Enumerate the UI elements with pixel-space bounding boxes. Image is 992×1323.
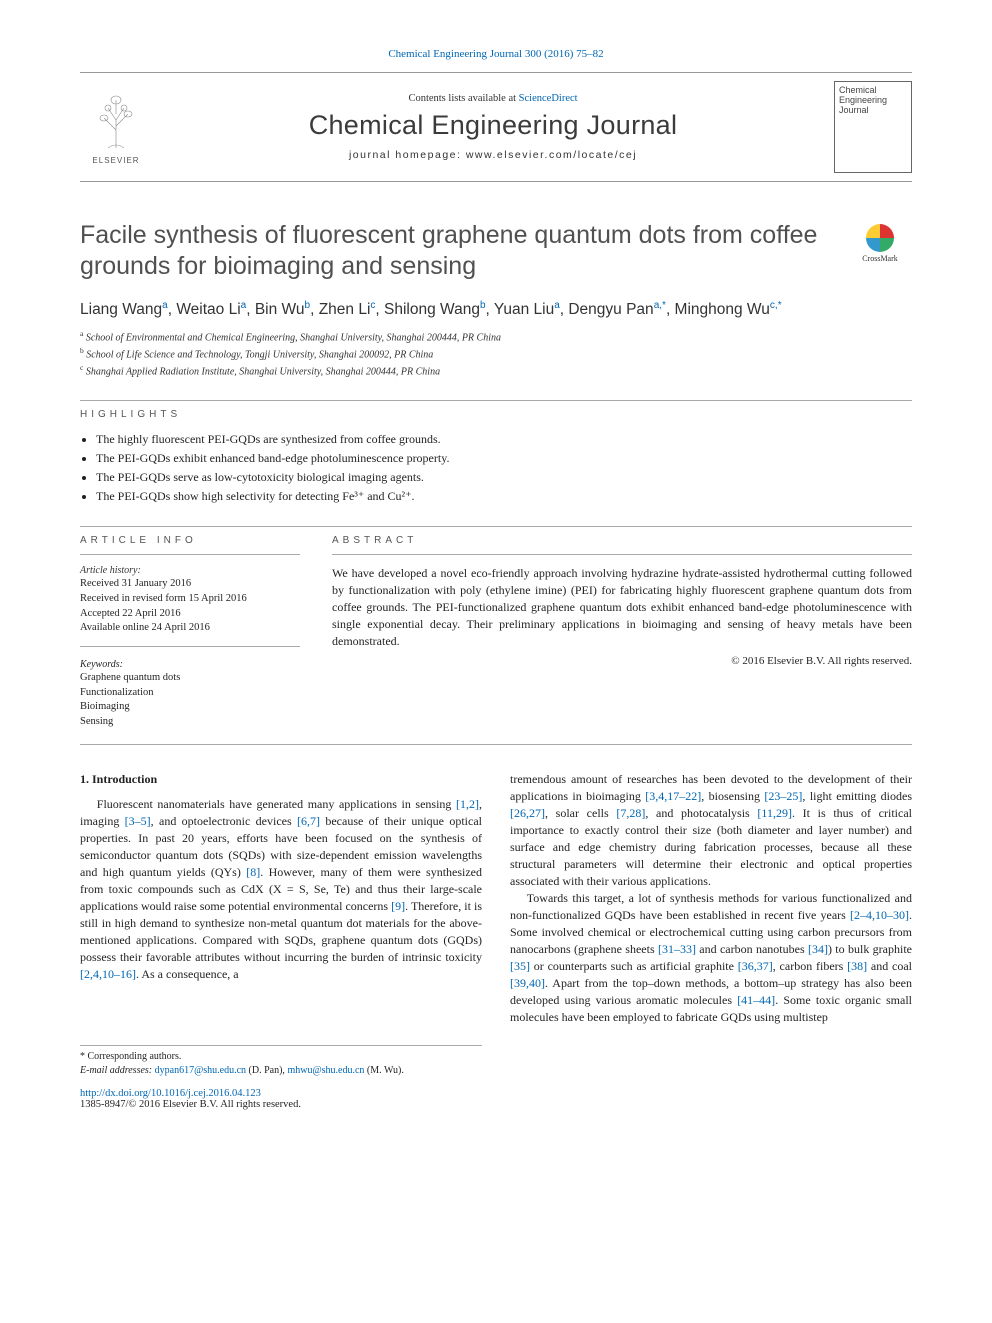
doi-link[interactable]: http://dx.doi.org/10.1016/j.cej.2016.04.…: [80, 1088, 261, 1099]
crossmark-icon: [866, 224, 894, 252]
paragraph: Towards this target, a lot of synthesis …: [510, 890, 912, 1026]
paragraph: Fluorescent nanomaterials have generated…: [80, 796, 482, 983]
masthead: ELSEVIER Contents lists available at Sci…: [80, 72, 912, 182]
body-text: 1. Introduction Fluorescent nanomaterial…: [80, 771, 912, 1078]
sciencedirect-link[interactable]: ScienceDirect: [519, 93, 578, 104]
highlight-item: The PEI-GQDs show high selectivity for d…: [96, 487, 912, 506]
history-list: Received 31 January 2016 Received in rev…: [80, 577, 300, 636]
doi-block: http://dx.doi.org/10.1016/j.cej.2016.04.…: [80, 1088, 912, 1110]
highlight-item: The PEI-GQDs serve as low-cytotoxicity b…: [96, 468, 912, 487]
email-line: E-mail addresses: dypan617@shu.edu.cn (D…: [80, 1064, 482, 1078]
highlight-item: The PEI-GQDs exhibit enhanced band-edge …: [96, 449, 912, 468]
journal-cover-thumb: Chemical Engineering Journal: [834, 81, 912, 173]
affiliations: a School of Environmental and Chemical E…: [80, 329, 912, 379]
highlights-list: The highly fluorescent PEI-GQDs are synt…: [80, 430, 912, 507]
history-head: Article history:: [80, 565, 300, 576]
footnotes: * Corresponding authors. E-mail addresse…: [80, 1045, 482, 1078]
article-info-head: article info: [80, 535, 300, 546]
email-link[interactable]: dypan617@shu.edu.cn: [155, 1065, 246, 1076]
section-heading: 1. Introduction: [80, 771, 482, 788]
journal-name: Chemical Engineering Journal: [164, 110, 822, 141]
abstract-copyright: © 2016 Elsevier B.V. All rights reserved…: [332, 655, 912, 667]
article-title: Facile synthesis of fluorescent graphene…: [80, 220, 912, 283]
highlight-item: The highly fluorescent PEI-GQDs are synt…: [96, 430, 912, 449]
citation-bar: Chemical Engineering Journal 300 (2016) …: [80, 48, 912, 60]
author-list: Liang Wanga, Weitao Lia, Bin Wub, Zhen L…: [80, 299, 912, 322]
abstract-body: We have developed a novel eco-friendly a…: [332, 565, 912, 649]
corresponding-note: * Corresponding authors.: [80, 1050, 482, 1064]
crossmark-badge[interactable]: CrossMark: [848, 224, 912, 264]
contents-line: Contents lists available at ScienceDirec…: [164, 93, 822, 104]
paragraph: tremendous amount of researches has been…: [510, 771, 912, 890]
keywords-head: Keywords:: [80, 659, 300, 670]
journal-homepage: journal homepage: www.elsevier.com/locat…: [164, 149, 822, 161]
abstract-head: abstract: [332, 535, 912, 546]
highlights-head: highlights: [80, 409, 912, 420]
issn-copyright: 1385-8947/© 2016 Elsevier B.V. All right…: [80, 1099, 912, 1110]
publisher-logo: ELSEVIER: [80, 84, 152, 170]
citation-link[interactable]: Chemical Engineering Journal 300 (2016) …: [388, 48, 603, 60]
keywords-list: Graphene quantum dots Functionalization …: [80, 671, 300, 730]
email-link[interactable]: mhwu@shu.edu.cn: [287, 1065, 364, 1076]
